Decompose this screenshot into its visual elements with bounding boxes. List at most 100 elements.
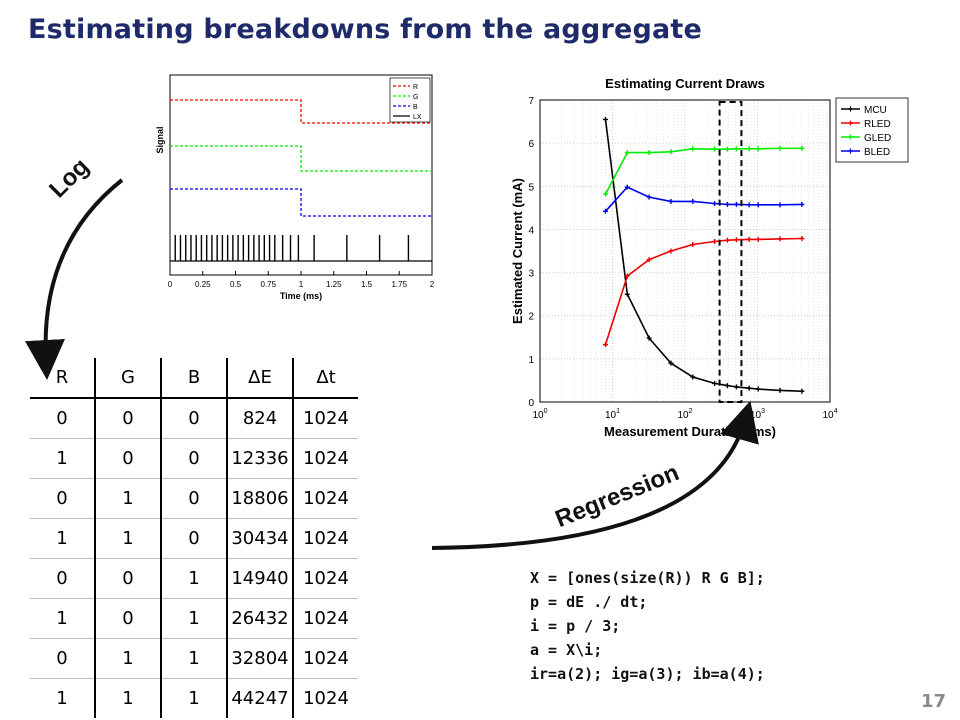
data-point-BLED bbox=[733, 201, 739, 207]
data-point-MCU bbox=[690, 374, 696, 380]
data-point-MCU bbox=[624, 291, 630, 297]
x-tick-label: 0 bbox=[168, 280, 173, 289]
data-point-RLED bbox=[624, 273, 630, 279]
table-cell: 1024 bbox=[292, 518, 358, 559]
series-line-BLED bbox=[604, 186, 802, 212]
x-tick-label: 0.75 bbox=[260, 280, 276, 289]
page-number: 17 bbox=[920, 691, 946, 712]
table-cell: 0 bbox=[94, 398, 161, 439]
legend-marker bbox=[848, 120, 853, 126]
data-point-MCU bbox=[668, 360, 674, 366]
legend-label: B bbox=[413, 104, 418, 111]
table-cell: 1024 bbox=[292, 398, 358, 439]
table-row: 1 1 1 44247 1024 bbox=[30, 678, 358, 718]
x-axis-label: Measurement Duration (ms) bbox=[604, 424, 776, 439]
slide-title: Estimating breakdowns from the aggregate bbox=[28, 14, 703, 45]
data-point-BLED bbox=[712, 201, 718, 207]
y-tick-label: 2 bbox=[528, 312, 534, 323]
table-row: 1 1 0 30434 1024 bbox=[30, 518, 358, 559]
data-point-MCU bbox=[733, 384, 739, 390]
table-cell: 0 bbox=[30, 638, 95, 679]
data-point-GLED bbox=[690, 146, 696, 152]
legend-label: G bbox=[413, 94, 418, 101]
legend-marker bbox=[848, 148, 853, 154]
data-point-BLED bbox=[799, 201, 805, 207]
x-tick-label: 101 bbox=[605, 408, 620, 421]
header-r: R bbox=[30, 358, 95, 399]
data-point-MCU bbox=[746, 385, 752, 391]
table-header-row: R G B ΔE Δt bbox=[30, 358, 358, 399]
table-cell: 0 bbox=[94, 598, 161, 639]
table-cell: 1 bbox=[160, 638, 227, 679]
series-line-MCU bbox=[604, 119, 802, 392]
y-tick-label: 3 bbox=[528, 269, 534, 280]
data-point-BLED bbox=[746, 202, 752, 208]
table-cell: 1024 bbox=[292, 638, 358, 679]
data-point-RLED bbox=[746, 236, 752, 242]
table-cell: 824 bbox=[226, 398, 293, 439]
data-point-BLED bbox=[777, 202, 783, 208]
header-delta-t: Δt bbox=[292, 358, 358, 399]
data-point-GLED bbox=[668, 149, 674, 155]
x-tick-label: 2 bbox=[430, 280, 435, 289]
current-legend: MCU RLED GLED BLED bbox=[835, 97, 909, 163]
table-cell: 0 bbox=[56, 408, 68, 429]
series-line-B bbox=[170, 188, 432, 217]
legend-label: GLED bbox=[864, 133, 891, 144]
table-cell: 1 bbox=[30, 598, 95, 639]
table-cell: 30434 bbox=[226, 518, 293, 559]
table-cell: 1 bbox=[160, 598, 227, 639]
legend-box bbox=[389, 77, 431, 123]
table-cell: 1024 bbox=[292, 558, 358, 599]
table-cell: 1024 bbox=[292, 478, 358, 519]
data-point-RLED bbox=[724, 237, 730, 243]
y-tick-label: 7 bbox=[528, 96, 534, 107]
legend-label: RLED bbox=[864, 119, 891, 130]
table-cell: 32804 bbox=[226, 638, 293, 679]
data-point-BLED bbox=[646, 194, 652, 200]
code-line: a = X\i; bbox=[530, 641, 603, 659]
table-cell: 1 bbox=[94, 518, 161, 559]
table-cell: 12336 bbox=[226, 438, 293, 479]
data-point-RLED bbox=[602, 342, 608, 348]
series-line-R bbox=[170, 99, 432, 124]
data-point-MCU bbox=[602, 116, 608, 122]
y-tick-label: 6 bbox=[528, 139, 534, 150]
data-point-RLED bbox=[799, 235, 805, 241]
data-point-GLED bbox=[746, 146, 752, 152]
table-cell: 1 bbox=[30, 518, 95, 559]
table-row: 0 0 0 824 1024 bbox=[30, 398, 358, 439]
y-tick-label: 4 bbox=[528, 225, 534, 236]
legend-label: MCU bbox=[864, 105, 887, 116]
table-cell: 1 bbox=[30, 438, 95, 479]
x-tick-label: 1.75 bbox=[391, 280, 407, 289]
data-point-RLED bbox=[668, 248, 674, 254]
data-point-GLED bbox=[712, 146, 718, 152]
regression-label: Regression bbox=[551, 459, 683, 534]
legend-marker bbox=[848, 134, 853, 140]
table-cell: 1 bbox=[30, 678, 95, 718]
y-axis-label: Signal bbox=[155, 126, 165, 153]
data-point-GLED bbox=[777, 145, 783, 151]
table-cell: 1024 bbox=[292, 678, 358, 718]
x-tick-label: 0.5 bbox=[230, 280, 242, 289]
table-cell: 1024 bbox=[292, 438, 358, 479]
table-cell: 0 bbox=[30, 558, 95, 599]
x-tick-label: 103 bbox=[750, 408, 765, 421]
x-tick-label: 1 bbox=[299, 280, 304, 289]
data-point-MCU bbox=[646, 335, 652, 341]
header-g: G bbox=[94, 358, 161, 399]
signal-legend: RGB LX bbox=[389, 77, 431, 123]
current-draws-chart: Estimating Current Draws 0 1 2 3 4 5 6 7 100 101 10… bbox=[510, 76, 909, 439]
measurement-table: R G B ΔE Δt 0 0 0 824 1024 1 0 0 12336 1024 0 1 0 188… bbox=[30, 358, 358, 718]
table-cell: 1 bbox=[160, 678, 227, 718]
table-cell: 1024 bbox=[292, 598, 358, 639]
y-tick-label: 5 bbox=[528, 182, 534, 193]
data-point-BLED bbox=[724, 201, 730, 207]
table-cell: 0 bbox=[160, 438, 227, 479]
data-point-BLED bbox=[602, 208, 608, 214]
x-tick-label: 1.25 bbox=[326, 280, 342, 289]
table-body: 0 0 0 824 1024 1 0 0 12336 1024 0 1 0 18806 1024 1 1 0 304… bbox=[30, 398, 358, 718]
x-tick-label: 1.5 bbox=[361, 280, 373, 289]
data-point-MCU bbox=[712, 380, 718, 386]
